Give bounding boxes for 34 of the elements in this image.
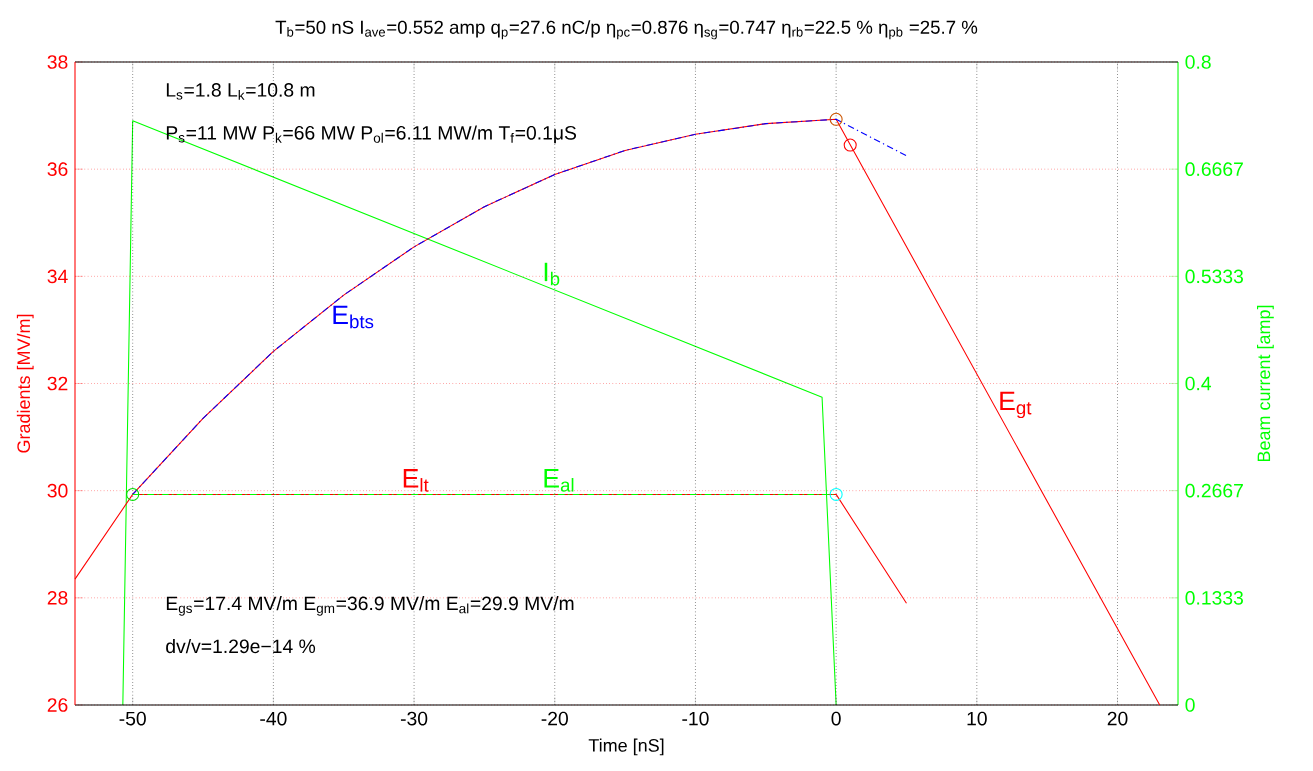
annotation: E$_{gs}$=17.4 MV/m E$_{gm}$=36.9 MV/m E$_{al}$=29.9 MV/m <box>166 596 574 616</box>
y2-tick-label: 0.2667 <box>1185 483 1243 498</box>
series-label: I$_{b}$ <box>544 262 560 286</box>
series-label: E$_{gt}$ <box>1000 391 1032 419</box>
y-tick-label: 32 <box>47 376 68 391</box>
y-tick-label: 26 <box>47 698 68 712</box>
y-tick-label: 36 <box>47 162 68 176</box>
x-tick-label: -40 <box>260 711 287 726</box>
y2-tick-label: 0.1333 <box>1185 591 1244 605</box>
chart-title: T$_{b}$=50 nS I$_{ave}$=0.552 amp q$_{p}$=27.6 nC/p η$_{pc}$=0.876 η$_{sg}$=0.747 η$_{rb}$=22.5 % η$_{pb}$ =25.7 % <box>275 20 978 40</box>
series-label: E$_{bts}$ <box>333 305 374 329</box>
series-label: E$_{al}$ <box>544 469 574 492</box>
x-axis-title: Time [nS] <box>588 738 664 756</box>
x-tick-label: -50 <box>119 711 146 726</box>
x-tick-label: 10 <box>967 711 987 726</box>
x-tick-label: 0 <box>831 711 841 726</box>
x-tick-label: -10 <box>682 711 709 726</box>
y2-tick-label: 0.5333 <box>1185 269 1244 284</box>
y-tick-label: 38 <box>47 55 68 69</box>
annotation: L$_{s}$=1.8 L$_{k}$=10.8 m <box>166 83 315 100</box>
y2-tick-label: 0 <box>1185 698 1195 712</box>
y2-axis-title: Beam current [amp] <box>1257 305 1274 462</box>
x-tick-label: -30 <box>400 711 428 726</box>
y2-tick-label: 0.6667 <box>1185 162 1243 176</box>
y2-tick-label: 0.4 <box>1185 376 1212 391</box>
y-tick-label: 34 <box>47 269 68 284</box>
y2-tick-label: 0.8 <box>1185 55 1211 69</box>
y-axis-title: Gradients [MV/m] <box>16 314 34 453</box>
y-tick-label: 30 <box>47 483 68 498</box>
x-tick-label: 20 <box>1107 711 1128 726</box>
y-tick-label: 28 <box>47 590 68 605</box>
x-tick-label: -20 <box>541 711 568 726</box>
annotation: dv/v=1.29e−14 % <box>166 638 316 654</box>
series-label: E$_{lt}$ <box>403 469 429 492</box>
